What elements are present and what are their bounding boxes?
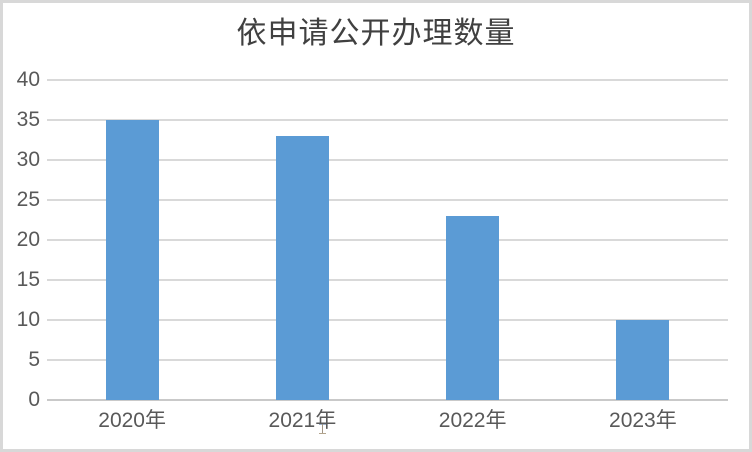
- gridline-10: [47, 319, 728, 321]
- x-axis-line: [47, 399, 728, 401]
- bar-2021年: [275, 136, 329, 400]
- gridline-40: [47, 79, 728, 81]
- bar-2020年: [105, 120, 159, 400]
- plot-area: [47, 79, 728, 401]
- cursor-cap: [319, 433, 326, 434]
- y-tick-label-35: 35: [16, 108, 40, 131]
- gridline-5: [47, 359, 728, 361]
- gridline-15: [47, 279, 728, 281]
- y-tick-label-40: 40: [16, 68, 40, 91]
- gridline-30: [47, 159, 728, 161]
- y-tick-label-30: 30: [16, 148, 40, 171]
- y-tick-label-25: 25: [16, 188, 40, 211]
- cursor-stem: [322, 424, 323, 434]
- gridline-20: [47, 239, 728, 241]
- y-tick-label-5: 5: [28, 348, 40, 371]
- x-tick-label-2020年: 2020年: [98, 409, 166, 432]
- chart-title: 依申请公开办理数量: [236, 17, 516, 50]
- y-tick-label-0: 0: [28, 388, 40, 411]
- gridline-35: [47, 119, 728, 121]
- y-tick-label-10: 10: [16, 308, 40, 331]
- bar-2023年: [616, 320, 670, 400]
- y-tick-label-15: 15: [16, 268, 40, 291]
- x-tick-label-2022年: 2022年: [438, 409, 507, 432]
- x-tick-label-2021年: 2021年: [268, 409, 337, 432]
- text-cursor-artifact: [318, 424, 327, 434]
- x-tick-label-2023年: 2023年: [609, 409, 677, 432]
- bar-2022年: [446, 216, 500, 400]
- gridline-25: [47, 199, 728, 201]
- y-tick-label-20: 20: [16, 228, 40, 251]
